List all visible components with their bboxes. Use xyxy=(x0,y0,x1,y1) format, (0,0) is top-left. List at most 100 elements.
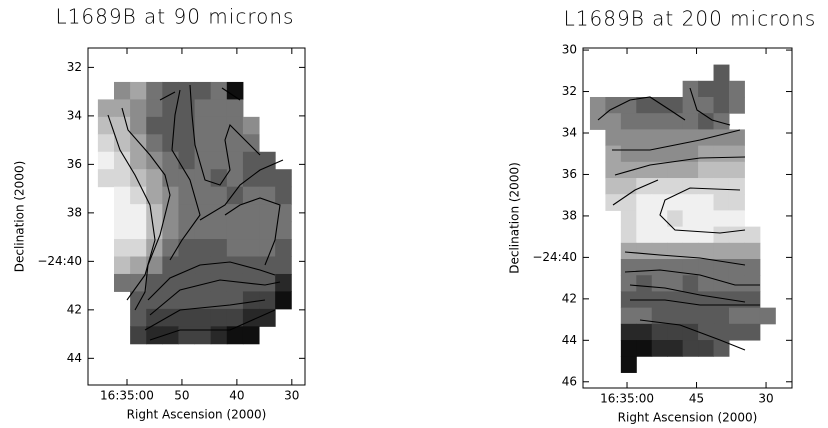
x-tick-label: 30 xyxy=(284,389,299,403)
pixel xyxy=(178,134,195,152)
pixel xyxy=(162,152,179,170)
pixel xyxy=(621,275,637,292)
pixel xyxy=(652,194,668,211)
pixel xyxy=(178,291,195,309)
pixel xyxy=(146,274,163,292)
pixel xyxy=(146,82,163,100)
pixel xyxy=(714,210,730,227)
panel: 32343638−24:40424416:35:00504030 xyxy=(37,48,305,403)
pixel xyxy=(162,222,179,240)
pixel xyxy=(259,239,276,257)
pixel xyxy=(729,97,745,114)
pixel xyxy=(98,169,115,187)
pixel xyxy=(652,129,668,146)
pixel xyxy=(744,275,760,292)
pixel xyxy=(621,194,637,211)
pixel xyxy=(621,146,637,163)
pixel xyxy=(729,81,745,98)
pixel xyxy=(146,99,163,117)
panel: 3032343638−24:4042444616:35:004530 xyxy=(532,43,792,406)
pixel xyxy=(621,129,637,146)
pixel xyxy=(195,82,212,100)
y-tick-label: 46 xyxy=(562,374,577,388)
pixel xyxy=(98,99,115,117)
pixel xyxy=(636,308,652,325)
pixel xyxy=(146,326,163,344)
pixel xyxy=(275,257,292,275)
pixel xyxy=(114,257,131,275)
pixel xyxy=(667,324,683,341)
pixel xyxy=(714,81,730,98)
y-tick-label: −24:40 xyxy=(532,250,577,264)
pixel xyxy=(621,308,637,325)
pixel xyxy=(243,239,260,257)
pixel xyxy=(227,239,244,257)
pixel xyxy=(130,326,147,344)
pixel xyxy=(227,274,244,292)
pixel xyxy=(652,340,668,357)
pixel xyxy=(636,210,652,227)
pixel xyxy=(259,222,276,240)
pixel xyxy=(195,152,212,170)
pixel xyxy=(744,243,760,260)
pixel xyxy=(178,222,195,240)
y-tick-label: 34 xyxy=(67,108,82,122)
pixel xyxy=(698,146,714,163)
x-tick-label: 45 xyxy=(689,392,704,406)
pixel xyxy=(636,259,652,276)
pixel xyxy=(760,308,776,325)
pixel xyxy=(178,99,195,117)
x-axis-label: Right Ascension (2000) xyxy=(618,411,758,425)
pixel xyxy=(667,308,683,325)
pixel xyxy=(652,275,668,292)
pixel xyxy=(243,291,260,309)
pixel xyxy=(162,291,179,309)
pixel xyxy=(178,152,195,170)
pixel xyxy=(729,227,745,244)
pixel xyxy=(714,227,730,244)
pixel xyxy=(621,178,637,195)
pixel xyxy=(243,204,260,222)
pixel xyxy=(667,291,683,308)
pixel xyxy=(621,259,637,276)
pixel xyxy=(259,309,276,327)
pixel xyxy=(729,194,745,211)
pixel xyxy=(652,324,668,341)
pixel xyxy=(636,97,652,114)
pixel xyxy=(621,340,637,357)
y-tick-label: 32 xyxy=(67,60,82,74)
pixel xyxy=(714,146,730,163)
pixel xyxy=(114,274,131,292)
pixel xyxy=(729,162,745,179)
pixel xyxy=(667,162,683,179)
pixel xyxy=(227,222,244,240)
pixel xyxy=(714,291,730,308)
pixel xyxy=(130,117,147,135)
pixel xyxy=(683,162,699,179)
pixel xyxy=(162,204,179,222)
pixel xyxy=(621,162,637,179)
pixel xyxy=(178,82,195,100)
y-axis-label: Declination (2000) xyxy=(13,161,27,273)
pixel xyxy=(667,194,683,211)
pixel xyxy=(259,169,276,187)
pixel xyxy=(698,129,714,146)
pixel xyxy=(146,169,163,187)
pixel xyxy=(698,308,714,325)
pixel xyxy=(605,194,621,211)
y-tick-label: 34 xyxy=(562,126,577,140)
pixel xyxy=(683,227,699,244)
pixel xyxy=(211,239,228,257)
y-tick-label: 42 xyxy=(67,302,82,316)
pixel xyxy=(114,239,131,257)
pixel xyxy=(729,210,745,227)
pixel xyxy=(227,204,244,222)
pixel xyxy=(211,326,228,344)
pixel xyxy=(243,187,260,205)
pixel xyxy=(114,134,131,152)
pixel xyxy=(162,169,179,187)
pixel xyxy=(729,324,745,341)
pixel xyxy=(130,134,147,152)
pixel xyxy=(211,309,228,327)
pixel xyxy=(636,129,652,146)
